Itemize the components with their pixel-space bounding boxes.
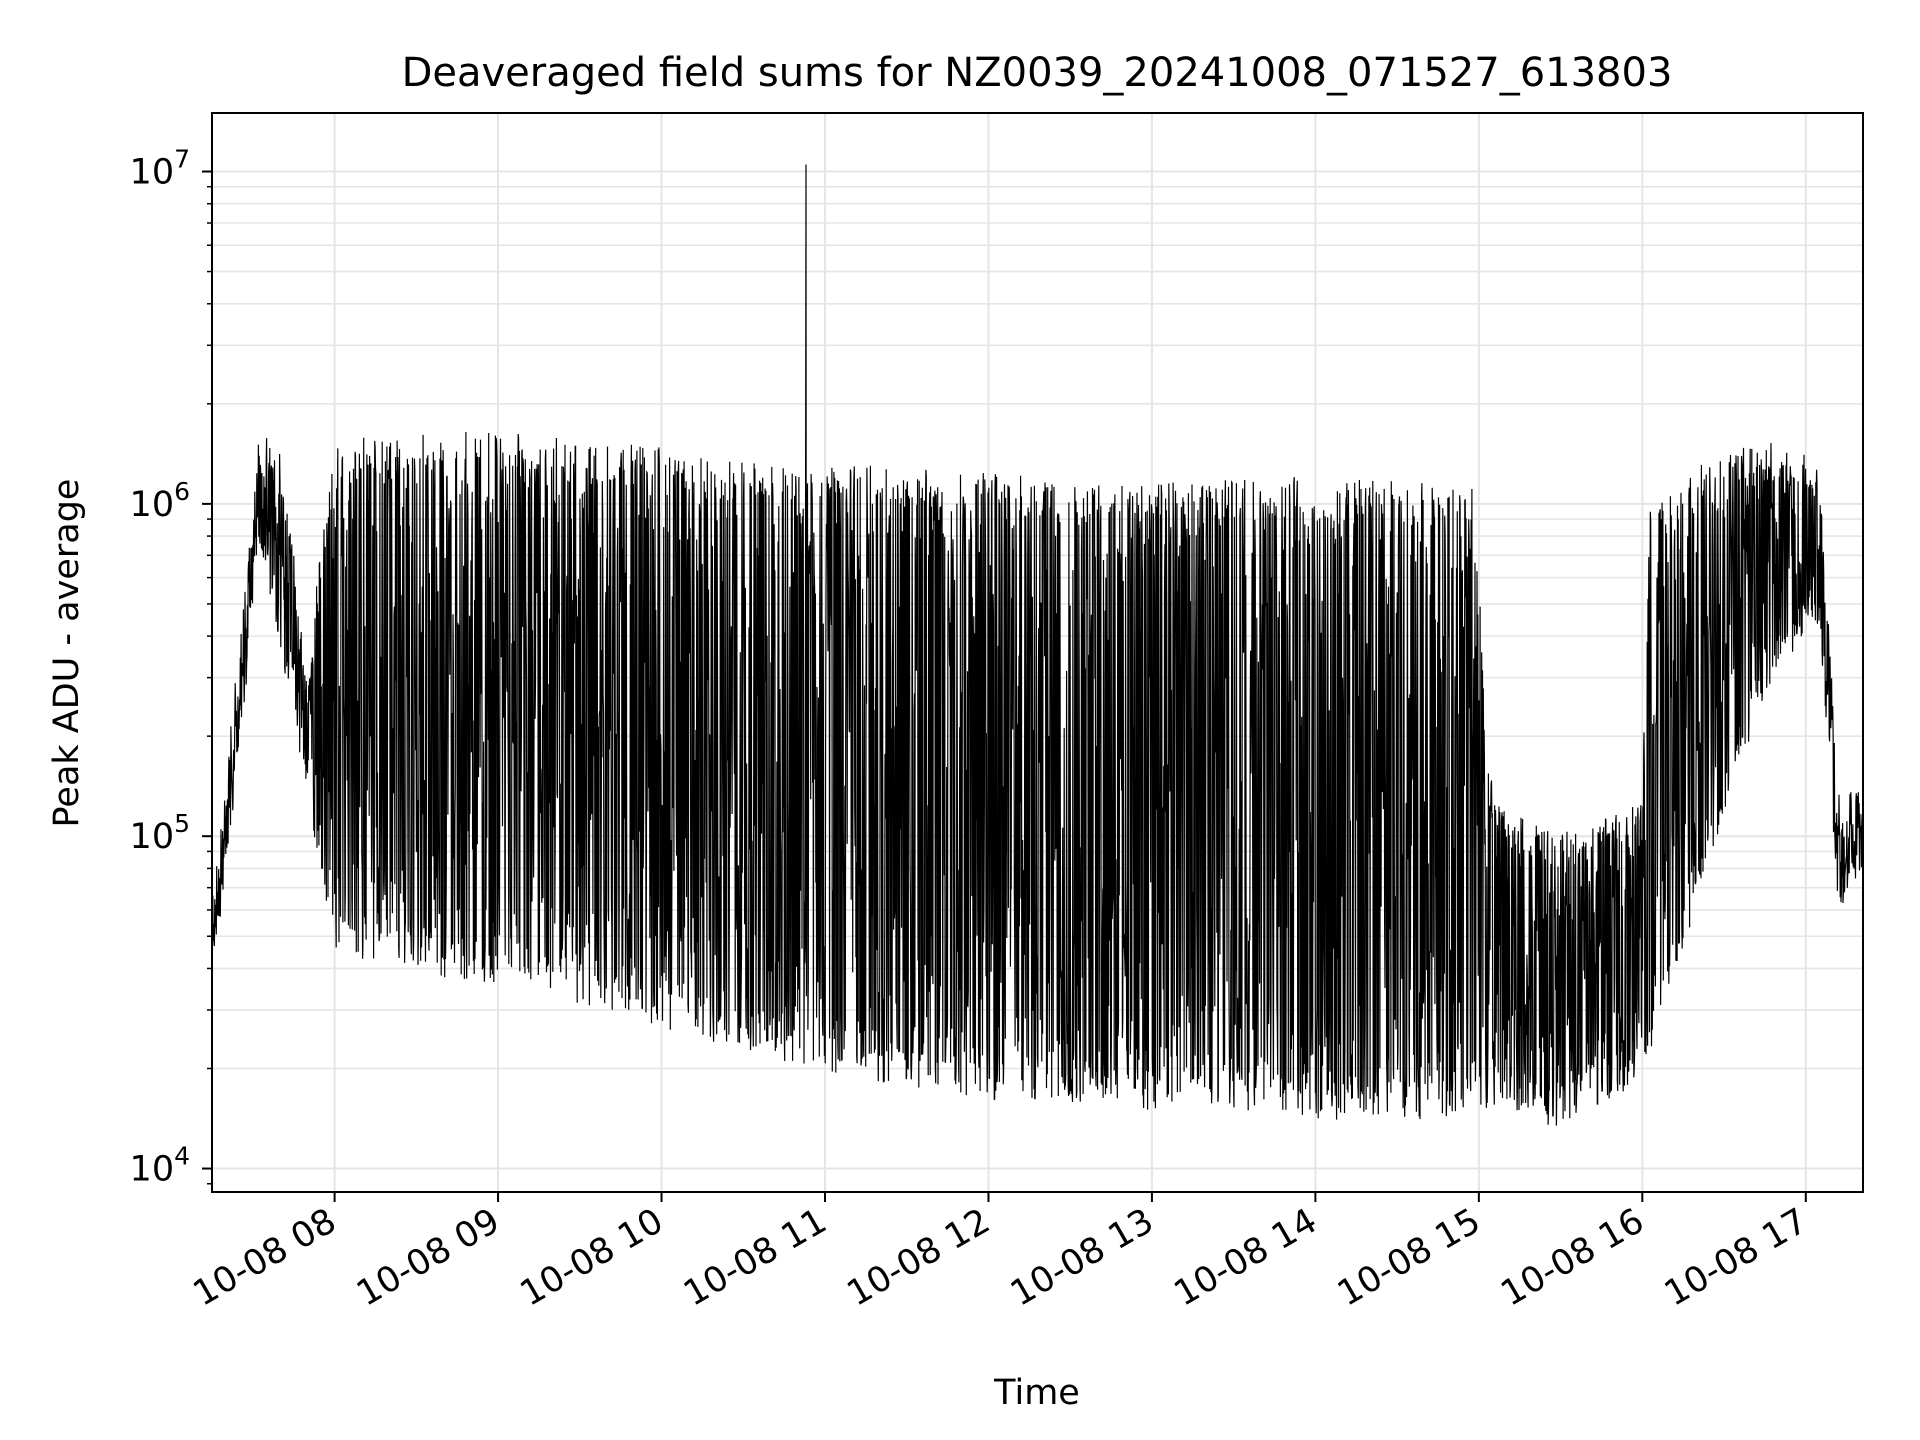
chart-title: Deaveraged field sums for NZ0039_2024100…	[402, 50, 1673, 96]
series-line	[211, 164, 1864, 1126]
plot-frame	[211, 112, 1864, 1193]
y-tick-label: 105	[130, 809, 190, 857]
y-tick-label: 106	[130, 477, 190, 525]
y-tick-label: 104	[130, 1142, 190, 1190]
y-tick-label: 107	[130, 145, 190, 193]
x-axis-label: Time	[993, 1373, 1080, 1413]
y-axis-label: Peak ADU - average	[47, 479, 87, 828]
y-axis-ticks: 104 105 106 107	[130, 145, 212, 1190]
series-path	[211, 164, 1864, 1126]
